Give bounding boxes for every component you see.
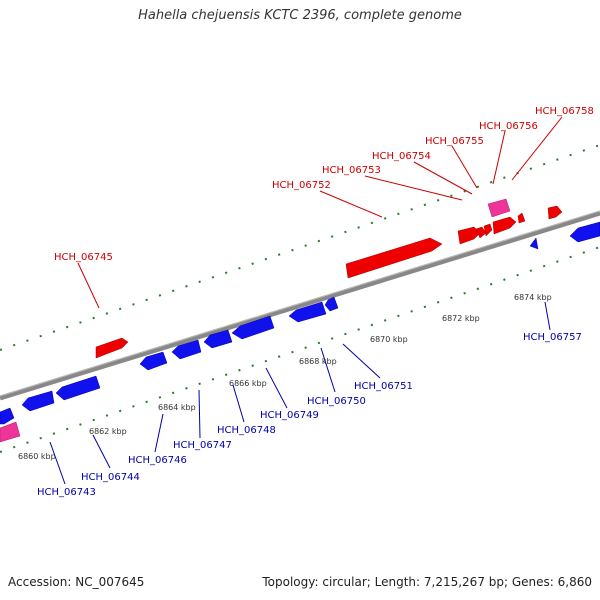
gene-HCH_06744b[interactable]	[55, 375, 101, 401]
gene-label-HCH_06746: HCH_06746	[128, 455, 187, 466]
forward-callouts	[77, 116, 563, 309]
genome-backbone-highlight	[0, 210, 600, 397]
gene-HCH_06752[interactable]	[345, 237, 443, 279]
gene-HCH_06751[interactable]	[324, 296, 339, 312]
gene-label-HCH_06757: HCH_06757	[523, 332, 582, 343]
scale-label: 6862 kbp	[89, 427, 127, 436]
scale-label: 6868 kbp	[299, 357, 337, 366]
gene-HCH_06747[interactable]	[171, 339, 202, 360]
gene-HCH_06753[interactable]	[457, 226, 481, 245]
scale-label: 6872 kbp	[442, 314, 480, 323]
accession-text: Accession: NC_007645	[8, 575, 145, 589]
gene-label-HCH_06749: HCH_06749	[260, 410, 319, 421]
gene-label-HCH_06743: HCH_06743	[37, 487, 96, 498]
scale-label: 6874 kbp	[514, 293, 552, 302]
gene-HCH_06756b[interactable]	[517, 212, 526, 224]
reverse-callouts	[49, 301, 551, 485]
gene-HCH_06758[interactable]	[547, 205, 563, 220]
gene-label-HCH_06748: HCH_06748	[217, 425, 276, 436]
scale-label: 6864 kbp	[158, 403, 196, 412]
gene-HCH_06749[interactable]	[231, 315, 275, 340]
gene-HCH_06750[interactable]	[288, 301, 327, 323]
rna-gene-upper[interactable]	[487, 198, 511, 218]
rna-gene-lower[interactable]	[0, 421, 21, 443]
gene-label-HCH_06753: HCH_06753	[322, 165, 381, 176]
gene-HCH_06756[interactable]	[492, 216, 517, 235]
gene-label-HCH_06747: HCH_06747	[173, 440, 232, 451]
scale-label: 6870 kbp	[370, 335, 408, 344]
gene-HCH_06745[interactable]	[95, 337, 129, 359]
lower-tick-track	[0, 246, 600, 453]
gene-label-HCH_06756: HCH_06756	[479, 121, 538, 132]
genome-summary-text: Topology: circular; Length: 7,215,267 bp…	[262, 575, 592, 589]
gene-label-HCH_06744: HCH_06744	[81, 472, 140, 483]
gene-label-HCH_06745: HCH_06745	[54, 252, 113, 263]
gene-HCH_06755[interactable]	[483, 223, 493, 237]
gene-label-HCH_06750: HCH_06750	[307, 396, 366, 407]
gene-HCH_06743[interactable]	[0, 407, 15, 425]
gene-HCH_06744[interactable]	[21, 390, 55, 412]
gene-label-HCH_06755: HCH_06755	[425, 136, 484, 147]
gene-label-HCH_06758: HCH_06758	[535, 106, 594, 117]
genome-title: Hahella chejuensis KCTC 2396, complete g…	[138, 8, 462, 23]
scale-label: 6860 kbp	[18, 452, 56, 461]
genome-backbone	[0, 210, 600, 401]
gene-HCH_06757[interactable]	[529, 237, 539, 250]
gene-label-HCH_06752: HCH_06752	[272, 180, 331, 191]
gene-label-HCH_06751: HCH_06751	[354, 381, 413, 392]
gene-right-edge[interactable]	[569, 221, 600, 243]
scale-label: 6866 kbp	[229, 379, 267, 388]
gene-HCH_06748[interactable]	[203, 329, 233, 349]
gene-label-HCH_06754: HCH_06754	[372, 151, 431, 162]
gene-HCH_06746[interactable]	[139, 351, 168, 371]
